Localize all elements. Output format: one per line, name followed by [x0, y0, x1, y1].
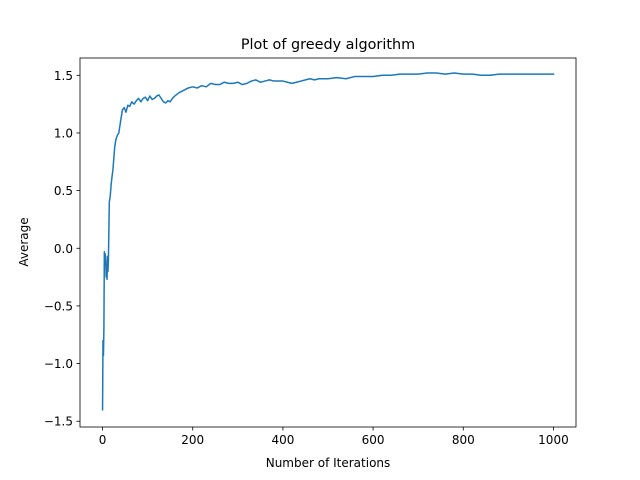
y-tick-label: 0.5 [54, 184, 73, 198]
y-tick-label: 1.5 [54, 69, 73, 83]
x-tick-label: 200 [181, 433, 204, 447]
y-tick-label: −1.0 [44, 357, 73, 371]
y-tick-label: 0.0 [54, 242, 73, 256]
y-tick-label: 1.0 [54, 126, 73, 140]
plot-area [79, 57, 577, 428]
chart-title: Plot of greedy algorithm [241, 37, 415, 53]
y-axis: −1.5 −1.0 −0.5 0.0 0.5 1.0 1.5 [44, 69, 80, 429]
x-tick-label: 800 [452, 433, 475, 447]
x-tick-label: 0 [99, 433, 107, 447]
series-layer [101, 72, 555, 411]
x-axis-label: Number of Iterations [266, 456, 391, 470]
x-tick-label: 400 [271, 433, 294, 447]
y-axis-label: Average [17, 217, 31, 266]
plot-frame [79, 57, 577, 428]
x-axis: 0 200 400 600 800 1000 [99, 427, 569, 447]
y-tick-label: −1.5 [44, 415, 73, 429]
x-tick-label: 600 [362, 433, 385, 447]
x-tick-label: 1000 [538, 433, 569, 447]
y-tick-label: −0.5 [44, 299, 73, 313]
series-line-0 [101, 72, 555, 411]
